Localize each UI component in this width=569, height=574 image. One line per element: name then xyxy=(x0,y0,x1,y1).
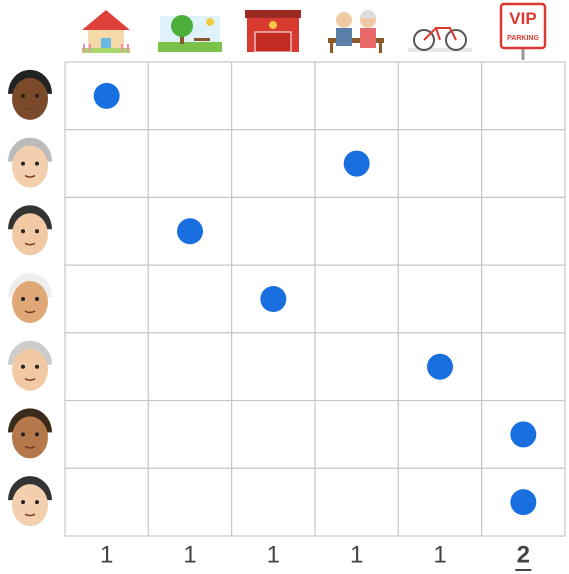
face-mouth xyxy=(24,310,36,314)
face-mouth xyxy=(24,445,36,449)
face-eye xyxy=(35,297,39,301)
face-eye xyxy=(21,432,25,437)
cell[interactable] xyxy=(231,61,316,131)
cell[interactable] xyxy=(397,399,483,469)
face-eye xyxy=(21,364,25,369)
face-eye xyxy=(35,161,39,166)
cell[interactable] xyxy=(147,467,233,537)
cell[interactable] xyxy=(64,196,149,266)
column-count: 1 xyxy=(267,541,280,568)
column-count: 1 xyxy=(350,541,363,568)
vip-subtitle: PARKING xyxy=(507,35,539,42)
face xyxy=(8,273,52,323)
icon-fire-station xyxy=(245,10,301,53)
placement-dot xyxy=(343,150,370,177)
cell[interactable] xyxy=(231,467,316,537)
placement-dot xyxy=(510,489,537,516)
face-eye xyxy=(21,93,25,98)
cell[interactable] xyxy=(64,467,149,537)
cell[interactable] xyxy=(397,196,483,266)
column-count: 1 xyxy=(433,541,446,568)
face xyxy=(8,476,53,527)
cell[interactable] xyxy=(481,61,566,131)
face-mouth xyxy=(24,107,36,111)
face-skin xyxy=(12,484,48,527)
face-mouth xyxy=(24,174,36,178)
face-eye xyxy=(35,229,39,234)
cell[interactable] xyxy=(314,467,399,537)
placement-dot xyxy=(427,353,453,380)
icon-bicycle xyxy=(408,27,472,52)
vip-title: VIP xyxy=(509,9,536,28)
cell[interactable] xyxy=(397,61,483,131)
column-count: 2 xyxy=(517,541,530,568)
cell[interactable] xyxy=(147,332,233,402)
face-eye xyxy=(21,500,25,505)
face-skin xyxy=(12,348,48,391)
placement-dot xyxy=(177,218,203,245)
cell[interactable] xyxy=(64,332,149,402)
face-eye xyxy=(21,161,25,166)
placements xyxy=(93,82,537,516)
face xyxy=(8,137,53,188)
cell[interactable] xyxy=(64,399,149,469)
face-skin xyxy=(12,416,48,459)
cell[interactable] xyxy=(481,129,566,199)
cell[interactable] xyxy=(147,61,233,131)
cell[interactable] xyxy=(397,129,483,199)
face xyxy=(8,340,53,391)
cell[interactable] xyxy=(314,196,399,266)
cell[interactable] xyxy=(147,264,233,334)
face-eye xyxy=(35,364,39,369)
cell[interactable] xyxy=(231,129,316,199)
face-mouth xyxy=(24,378,36,381)
cell[interactable] xyxy=(314,332,399,402)
placement-dot xyxy=(510,421,537,448)
placement-dot xyxy=(260,286,287,312)
icon-elderly xyxy=(328,10,384,53)
cell[interactable] xyxy=(481,264,566,334)
face xyxy=(8,205,53,256)
cell[interactable] xyxy=(147,399,233,469)
placement-dot xyxy=(93,82,120,109)
face xyxy=(8,408,53,459)
face-eye xyxy=(35,432,39,437)
face-eye xyxy=(21,297,25,301)
face-skin xyxy=(12,281,48,323)
cell[interactable] xyxy=(481,196,566,266)
cell[interactable] xyxy=(231,332,316,402)
cell[interactable] xyxy=(314,264,399,334)
cell[interactable] xyxy=(231,196,316,266)
icon-house xyxy=(82,10,130,53)
cell[interactable] xyxy=(397,467,483,537)
cell[interactable] xyxy=(64,129,149,199)
face-skin xyxy=(12,145,48,188)
cell[interactable] xyxy=(231,399,316,469)
icon-park xyxy=(158,15,222,52)
face-eye xyxy=(35,93,39,98)
row-faces xyxy=(8,69,53,527)
face-skin xyxy=(12,213,48,256)
cell[interactable] xyxy=(64,264,149,334)
icon-vip-sign: VIP PARKING xyxy=(499,2,547,60)
cell[interactable] xyxy=(147,129,233,199)
cell[interactable] xyxy=(314,61,399,131)
face-eye xyxy=(35,500,39,505)
cell[interactable] xyxy=(397,264,483,334)
cell[interactable] xyxy=(481,332,566,402)
face-mouth xyxy=(24,242,36,246)
column-count: 1 xyxy=(100,541,113,568)
column-count: 1 xyxy=(183,541,196,568)
face-skin xyxy=(12,77,48,120)
column-counts: 1 1 1 1 1 2 xyxy=(100,541,532,571)
face xyxy=(8,69,53,120)
grid xyxy=(64,61,566,537)
cell[interactable] xyxy=(314,399,399,469)
face-mouth xyxy=(24,513,36,517)
face-eye xyxy=(21,229,25,234)
